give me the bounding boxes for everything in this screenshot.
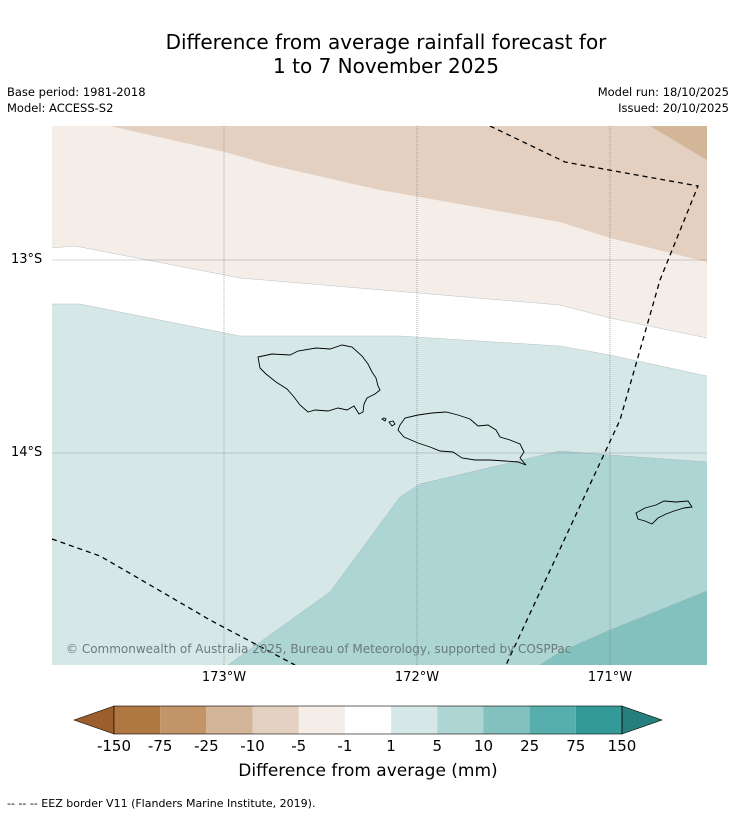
colorbar-tick-label: -5	[291, 737, 307, 755]
colorbar-tick-label: -150	[96, 737, 132, 755]
tutuila-island	[635, 500, 693, 525]
colorbar-segment	[529, 706, 576, 734]
colorbar-tick-label: -10	[240, 737, 265, 755]
meta-right: Model run: 18/10/2025 Issued: 20/10/2025	[598, 84, 729, 116]
colorbar	[73, 705, 663, 735]
colorbar-segment	[206, 706, 253, 734]
colorbar-tick-label: -25	[194, 737, 219, 755]
eez-border	[52, 126, 699, 665]
colorbar-segment	[298, 706, 345, 734]
colorbar-title: Difference from average (mm)	[238, 761, 498, 781]
small-island-1	[381, 417, 387, 422]
base-period: Base period: 1981-2018	[7, 85, 146, 99]
model-name: Model: ACCESS-S2	[7, 101, 114, 115]
lon-label-171w: 171°W	[587, 670, 633, 685]
colorbar-tick-label: 25	[520, 737, 540, 755]
colorbar-tick-label: -75	[147, 737, 173, 755]
colorbar-segment	[437, 706, 484, 734]
meta-left: Base period: 1981-2018 Model: ACCESS-S2	[7, 84, 146, 116]
title-line-1: Difference from average rainfall forecas…	[165, 30, 607, 54]
region-minus25-minus10	[650, 126, 707, 160]
upolu-island	[397, 411, 527, 466]
region-minus1-1	[52, 246, 707, 376]
colorbar-tick-label: -1	[337, 737, 353, 755]
savaii-island	[257, 344, 381, 415]
colorbar-tick-label: 5	[432, 737, 443, 755]
graticule	[52, 126, 707, 665]
colorbar-tick-label: 1	[386, 737, 396, 755]
chart-title: Difference from average rainfall forecas…	[0, 30, 736, 78]
colorbar-segment	[114, 706, 161, 734]
lon-label-172w: 172°W	[394, 670, 440, 685]
copyright-notice: © Commonwealth of Australia 2025, Bureau…	[66, 642, 571, 656]
colorbar-tick-label: 75	[566, 737, 586, 755]
region-10-25	[540, 591, 707, 665]
colorbar-segment	[160, 706, 207, 734]
colorbar-segment	[344, 706, 392, 734]
colorbar-frame	[113, 705, 623, 735]
colorbar-tick-label: 150	[607, 737, 637, 755]
colorbar-segment	[252, 706, 299, 734]
lat-label-13s: 13°S	[11, 252, 43, 267]
small-island-2	[388, 420, 396, 427]
model-run: Model run: 18/10/2025	[597, 85, 729, 99]
colorbar-segment	[391, 706, 438, 734]
colorbar-segment	[483, 706, 530, 734]
lon-label-173w: 173°W	[201, 670, 247, 685]
region-5-10	[228, 451, 707, 665]
forecast-map: © Commonwealth of Australia 2025, Bureau…	[52, 126, 707, 665]
lat-label-14s: 14°S	[11, 445, 43, 460]
colorbar-tick-label: 10	[473, 737, 493, 755]
title-line-2: 1 to 7 November 2025	[273, 54, 499, 78]
eez-legend-footer: -- -- -- EEZ border V11 (Flanders Marine…	[7, 797, 316, 810]
colorbar-arrow-high	[621, 705, 663, 735]
colorbar-arrow-low	[73, 705, 115, 735]
region-minus10-minus5	[110, 126, 707, 262]
issued-date: Issued: 20/10/2025	[618, 101, 729, 115]
colorbar-segment	[575, 706, 622, 734]
